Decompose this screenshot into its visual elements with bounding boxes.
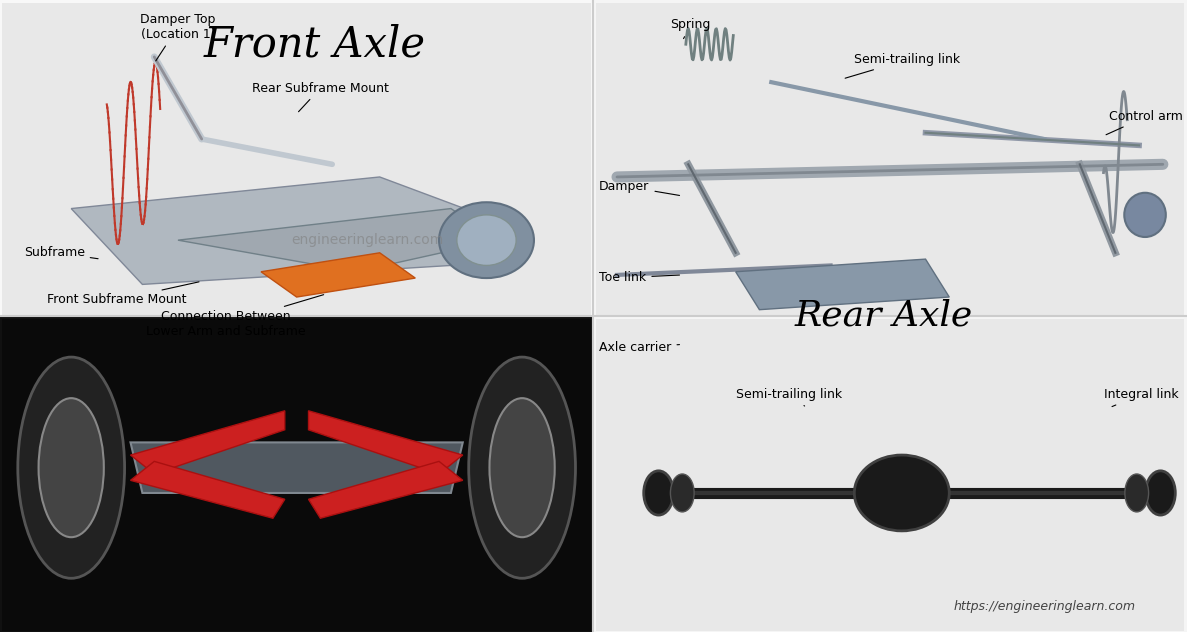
Text: Subframe: Subframe [24,246,98,259]
Text: Front Axle: Front Axle [204,23,426,65]
Polygon shape [308,411,463,474]
Text: Toe link: Toe link [599,271,679,284]
Ellipse shape [1124,193,1166,237]
Text: Spring: Spring [671,18,710,39]
Ellipse shape [490,398,554,537]
Text: Rear Subframe Mount: Rear Subframe Mount [252,82,389,112]
Ellipse shape [1146,471,1175,515]
Polygon shape [262,253,415,297]
Polygon shape [736,259,949,310]
Polygon shape [131,411,284,474]
Ellipse shape [854,455,949,531]
Text: Damper Top
(Location 1): Damper Top (Location 1) [140,13,216,61]
Ellipse shape [439,202,534,278]
Text: Axle carrier: Axle carrier [599,341,679,354]
Text: Semi-trailing link: Semi-trailing link [736,388,842,406]
Text: Control arm: Control arm [1106,110,1183,135]
FancyBboxPatch shape [593,316,1187,632]
Polygon shape [131,442,463,493]
Polygon shape [131,461,284,518]
FancyBboxPatch shape [2,319,590,631]
Text: Damper: Damper [599,179,679,195]
Text: Rear Axle: Rear Axle [796,299,973,333]
FancyBboxPatch shape [2,3,590,315]
Ellipse shape [469,357,576,578]
Polygon shape [71,177,498,284]
FancyBboxPatch shape [595,3,1184,315]
Text: https://engineeringlearn.com: https://engineeringlearn.com [953,600,1135,613]
FancyBboxPatch shape [595,319,1184,631]
FancyBboxPatch shape [593,0,1187,316]
Ellipse shape [643,471,673,515]
Ellipse shape [671,474,694,512]
Ellipse shape [38,398,104,537]
Ellipse shape [457,215,516,265]
Text: Connection Between
Lower Arm and Subframe: Connection Between Lower Arm and Subfram… [145,295,324,338]
Ellipse shape [18,357,125,578]
FancyBboxPatch shape [0,316,593,632]
Text: Front Subframe Mount: Front Subframe Mount [48,282,199,307]
Text: Semi-trailing link: Semi-trailing link [845,53,960,78]
FancyBboxPatch shape [0,0,593,316]
Text: Integral link: Integral link [1104,388,1178,406]
Text: engineeringlearn.com: engineeringlearn.com [292,233,444,247]
Polygon shape [308,461,463,518]
Polygon shape [178,209,498,272]
Ellipse shape [1124,474,1148,512]
